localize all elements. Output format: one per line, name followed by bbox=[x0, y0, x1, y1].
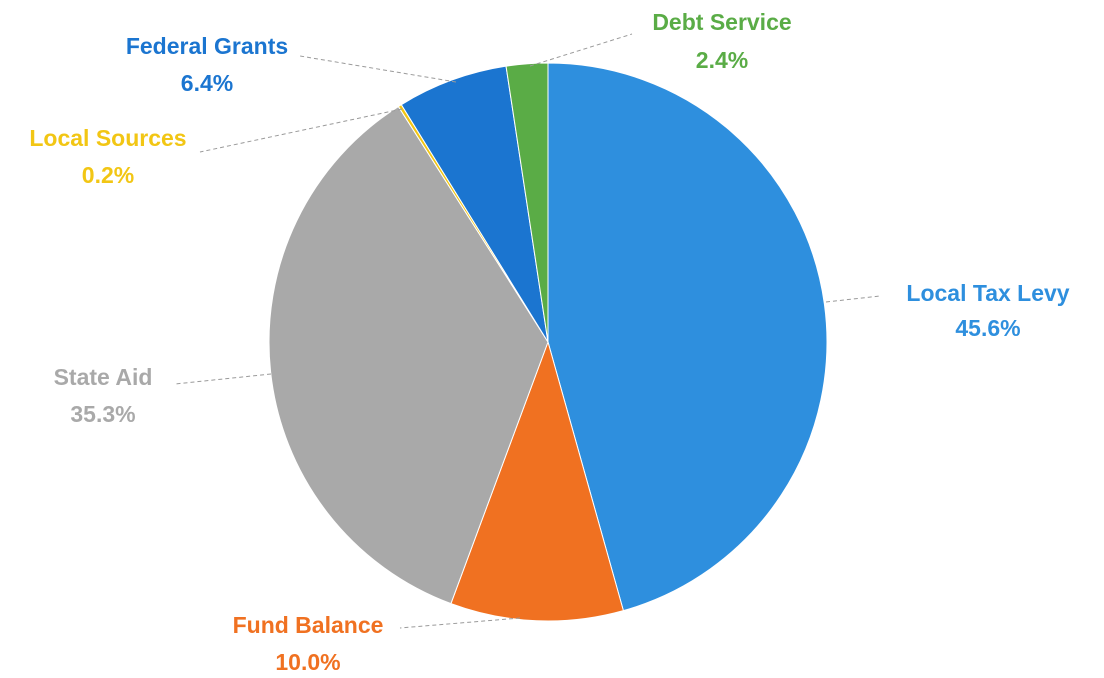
slice-value-federal-grants: 6.4% bbox=[181, 70, 233, 96]
pie-slice-state-aid bbox=[268, 105, 549, 605]
pie-slice-debt-service bbox=[505, 62, 549, 343]
slice-value-state-aid: 35.3% bbox=[70, 401, 135, 427]
pie-slice-local-tax-levy bbox=[547, 62, 828, 612]
slice-label-local-tax-levy: Local Tax Levy bbox=[906, 280, 1069, 306]
pie-slices bbox=[268, 62, 828, 622]
leader-lines bbox=[174, 33, 881, 629]
slice-label-local-sources: Local Sources bbox=[29, 125, 186, 151]
leader-line-fund-balance bbox=[399, 617, 521, 629]
slice-value-local-sources: 0.2% bbox=[82, 162, 134, 188]
slice-label-debt-service: Debt Service bbox=[652, 9, 791, 35]
leader-line-debt-service bbox=[529, 33, 633, 67]
leader-line-federal-grants bbox=[299, 55, 457, 83]
pie-slice-fund-balance bbox=[450, 340, 624, 622]
slice-value-debt-service: 2.4% bbox=[696, 47, 748, 73]
slice-value-fund-balance: 10.0% bbox=[275, 649, 340, 675]
slice-labels: Local Tax Levy 45.6% Fund Balance 10.0% Stat… bbox=[29, 9, 1069, 675]
slice-value-local-tax-levy: 45.6% bbox=[955, 315, 1020, 341]
slice-label-state-aid: State Aid bbox=[54, 364, 153, 390]
slice-label-federal-grants: Federal Grants bbox=[126, 33, 288, 59]
leader-line-local-tax-levy bbox=[825, 295, 881, 303]
slice-label-fund-balance: Fund Balance bbox=[233, 612, 384, 638]
leader-line-state-aid bbox=[174, 373, 272, 385]
pie-slice-federal-grants bbox=[400, 65, 549, 343]
